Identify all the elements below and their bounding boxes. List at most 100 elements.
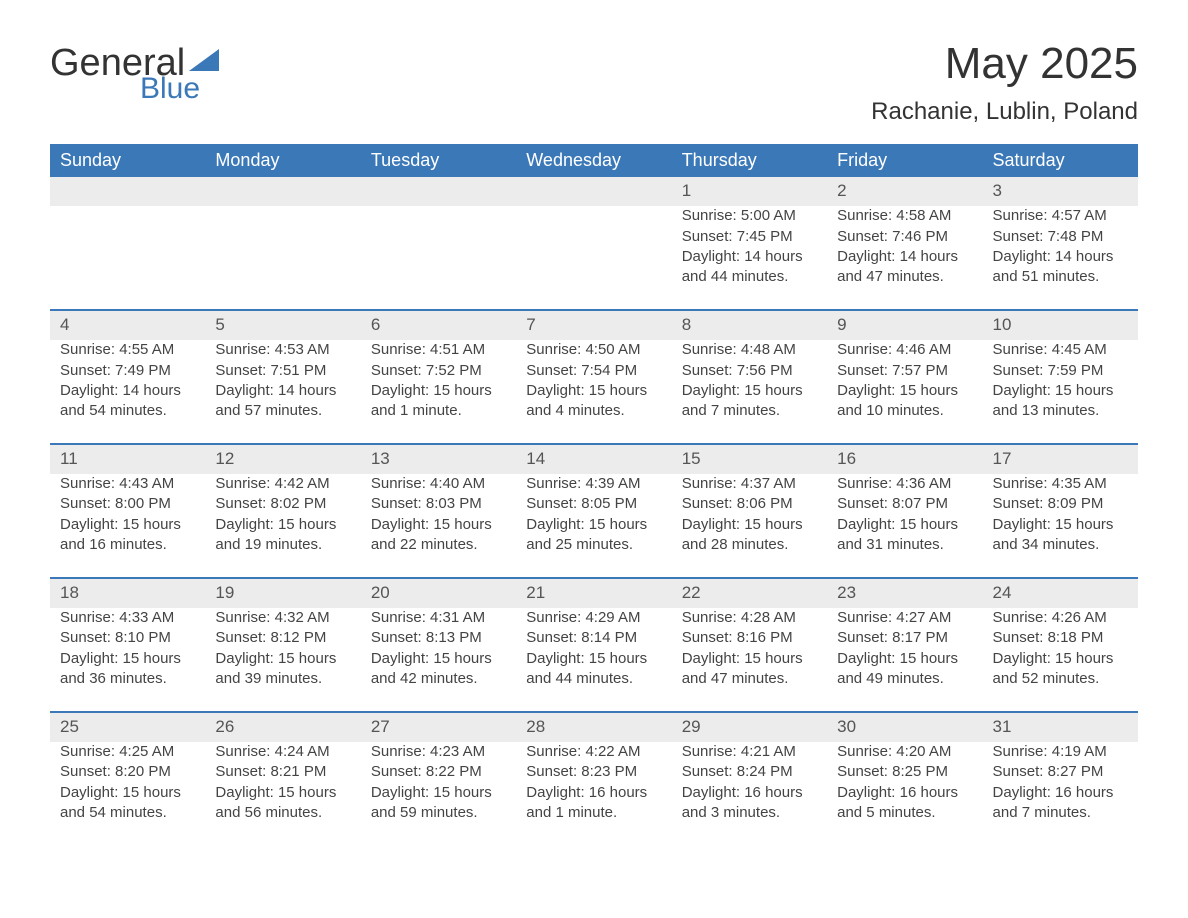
sunset-line: Sunset: 8:21 PM [215, 762, 350, 782]
daylight-line: Daylight: 15 hours and 44 minutes. [526, 649, 661, 690]
calendar-table: SundayMondayTuesdayWednesdayThursdayFrid… [50, 144, 1138, 845]
day-number: 19 [205, 579, 360, 608]
day-number-row: 45678910 [50, 311, 1138, 340]
day-number: 21 [516, 579, 671, 608]
sunset-line: Sunset: 8:16 PM [682, 628, 817, 648]
day-number: 13 [361, 445, 516, 474]
sunrise-line: Sunrise: 4:22 AM [526, 742, 661, 762]
day-cell: Sunrise: 4:58 AMSunset: 7:46 PMDaylight:… [827, 206, 982, 309]
sunset-line: Sunset: 8:22 PM [371, 762, 506, 782]
day-number: 29 [672, 713, 827, 742]
sunset-line: Sunset: 8:20 PM [60, 762, 195, 782]
day-content-row: Sunrise: 4:25 AMSunset: 8:20 PMDaylight:… [50, 742, 1138, 845]
daylight-line: Daylight: 15 hours and 39 minutes. [215, 649, 350, 690]
day-number: 18 [50, 579, 205, 608]
day-cell: Sunrise: 4:29 AMSunset: 8:14 PMDaylight:… [516, 608, 671, 711]
sunrise-line: Sunrise: 4:31 AM [371, 608, 506, 628]
sunrise-line: Sunrise: 4:19 AM [993, 742, 1128, 762]
daylight-line: Daylight: 14 hours and 57 minutes. [215, 381, 350, 422]
day-cell: Sunrise: 4:22 AMSunset: 8:23 PMDaylight:… [516, 742, 671, 845]
sunset-line: Sunset: 8:25 PM [837, 762, 972, 782]
day-header: Wednesday [516, 144, 671, 177]
day-cell: Sunrise: 4:28 AMSunset: 8:16 PMDaylight:… [672, 608, 827, 711]
day-number: 26 [205, 713, 360, 742]
day-number: 31 [983, 713, 1138, 742]
day-content-row: Sunrise: 5:00 AMSunset: 7:45 PMDaylight:… [50, 206, 1138, 309]
sunrise-line: Sunrise: 4:28 AM [682, 608, 817, 628]
sunset-line: Sunset: 8:18 PM [993, 628, 1128, 648]
day-number-row: 123 [50, 177, 1138, 206]
sunset-line: Sunset: 7:51 PM [215, 361, 350, 381]
daylight-line: Daylight: 15 hours and 7 minutes. [682, 381, 817, 422]
day-header: Monday [205, 144, 360, 177]
daylight-line: Daylight: 16 hours and 7 minutes. [993, 783, 1128, 824]
sunset-line: Sunset: 7:54 PM [526, 361, 661, 381]
day-number: 1 [672, 177, 827, 206]
daylight-line: Daylight: 15 hours and 28 minutes. [682, 515, 817, 556]
daylight-line: Daylight: 15 hours and 19 minutes. [215, 515, 350, 556]
sunset-line: Sunset: 8:09 PM [993, 494, 1128, 514]
day-number: 28 [516, 713, 671, 742]
day-cell: Sunrise: 4:31 AMSunset: 8:13 PMDaylight:… [361, 608, 516, 711]
daylight-line: Daylight: 15 hours and 47 minutes. [682, 649, 817, 690]
sunrise-line: Sunrise: 4:33 AM [60, 608, 195, 628]
sunset-line: Sunset: 8:12 PM [215, 628, 350, 648]
sunrise-line: Sunrise: 4:57 AM [993, 206, 1128, 226]
day-number-row: 18192021222324 [50, 579, 1138, 608]
daylight-line: Daylight: 14 hours and 47 minutes. [837, 247, 972, 288]
sunrise-line: Sunrise: 4:23 AM [371, 742, 506, 762]
sunrise-line: Sunrise: 4:40 AM [371, 474, 506, 494]
day-number: 12 [205, 445, 360, 474]
sunrise-line: Sunrise: 4:35 AM [993, 474, 1128, 494]
daylight-line: Daylight: 15 hours and 36 minutes. [60, 649, 195, 690]
sunrise-line: Sunrise: 4:29 AM [526, 608, 661, 628]
day-cell: Sunrise: 4:37 AMSunset: 8:06 PMDaylight:… [672, 474, 827, 577]
day-number: 30 [827, 713, 982, 742]
day-header: Saturday [983, 144, 1138, 177]
day-number: 27 [361, 713, 516, 742]
page-title: May 2025 [871, 40, 1138, 88]
daylight-line: Daylight: 15 hours and 31 minutes. [837, 515, 972, 556]
day-cell: Sunrise: 4:43 AMSunset: 8:00 PMDaylight:… [50, 474, 205, 577]
sunrise-line: Sunrise: 4:24 AM [215, 742, 350, 762]
day-cell: Sunrise: 4:55 AMSunset: 7:49 PMDaylight:… [50, 340, 205, 443]
empty-day-number [205, 177, 360, 206]
sunset-line: Sunset: 7:45 PM [682, 227, 817, 247]
sunset-line: Sunset: 7:46 PM [837, 227, 972, 247]
sunset-line: Sunset: 8:03 PM [371, 494, 506, 514]
daylight-line: Daylight: 15 hours and 22 minutes. [371, 515, 506, 556]
day-number: 4 [50, 311, 205, 340]
brand-blue: Blue [140, 74, 200, 104]
day-cell: Sunrise: 4:24 AMSunset: 8:21 PMDaylight:… [205, 742, 360, 845]
sunset-line: Sunset: 8:17 PM [837, 628, 972, 648]
daylight-line: Daylight: 14 hours and 51 minutes. [993, 247, 1128, 288]
day-number-row: 25262728293031 [50, 713, 1138, 742]
sunrise-line: Sunrise: 4:21 AM [682, 742, 817, 762]
sunset-line: Sunset: 7:59 PM [993, 361, 1128, 381]
sunset-line: Sunset: 8:27 PM [993, 762, 1128, 782]
day-cell: Sunrise: 4:35 AMSunset: 8:09 PMDaylight:… [983, 474, 1138, 577]
sunrise-line: Sunrise: 4:20 AM [837, 742, 972, 762]
sunset-line: Sunset: 8:06 PM [682, 494, 817, 514]
day-number: 2 [827, 177, 982, 206]
day-number: 25 [50, 713, 205, 742]
sunrise-line: Sunrise: 4:36 AM [837, 474, 972, 494]
day-header: Friday [827, 144, 982, 177]
sunset-line: Sunset: 8:00 PM [60, 494, 195, 514]
day-cell: Sunrise: 4:36 AMSunset: 8:07 PMDaylight:… [827, 474, 982, 577]
sunset-line: Sunset: 8:14 PM [526, 628, 661, 648]
day-number: 10 [983, 311, 1138, 340]
day-number: 20 [361, 579, 516, 608]
daylight-line: Daylight: 15 hours and 13 minutes. [993, 381, 1128, 422]
daylight-line: Daylight: 15 hours and 54 minutes. [60, 783, 195, 824]
day-number: 3 [983, 177, 1138, 206]
daylight-line: Daylight: 15 hours and 4 minutes. [526, 381, 661, 422]
day-header: Thursday [672, 144, 827, 177]
sunrise-line: Sunrise: 4:42 AM [215, 474, 350, 494]
day-number-row: 11121314151617 [50, 445, 1138, 474]
day-cell: Sunrise: 4:19 AMSunset: 8:27 PMDaylight:… [983, 742, 1138, 845]
daylight-line: Daylight: 14 hours and 54 minutes. [60, 381, 195, 422]
day-cell [50, 206, 205, 309]
day-cell: Sunrise: 4:42 AMSunset: 8:02 PMDaylight:… [205, 474, 360, 577]
daylight-line: Daylight: 15 hours and 42 minutes. [371, 649, 506, 690]
